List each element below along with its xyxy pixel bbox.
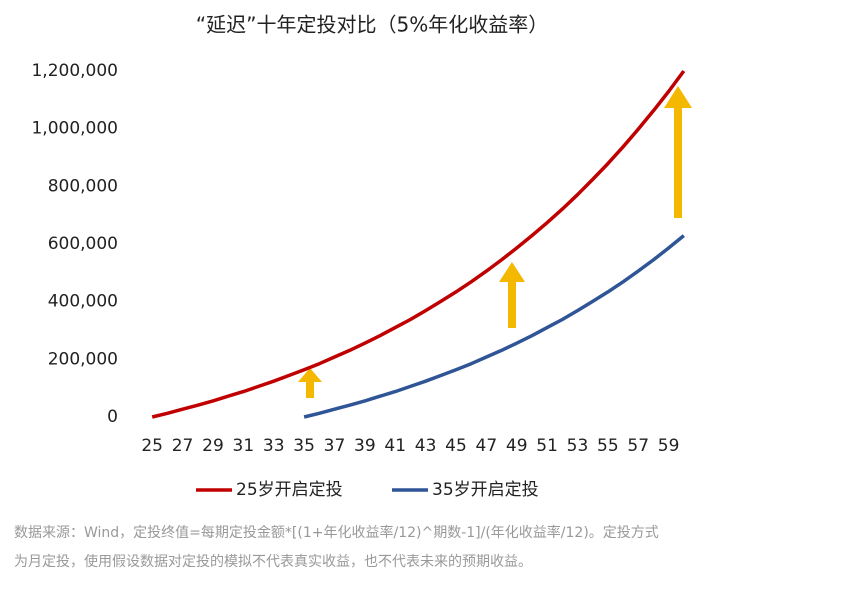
x-tick-label: 59 (658, 436, 680, 456)
x-tick-label: 39 (354, 436, 376, 456)
y-tick-label: 1,200,000 (31, 61, 118, 81)
x-tick-label: 57 (627, 436, 649, 456)
x-tick-label: 41 (384, 436, 406, 456)
x-tick-label: 27 (172, 436, 194, 456)
x-tick-label: 33 (263, 436, 285, 456)
x-tick-label: 25 (141, 436, 163, 456)
legend-label: 25岁开启定投 (236, 480, 343, 500)
y-tick-label: 600,000 (48, 234, 118, 254)
x-tick-label: 47 (476, 436, 498, 456)
legend-label: 35岁开启定投 (432, 480, 539, 500)
y-tick-label: 200,000 (48, 349, 118, 369)
footnote: 为月定投，使用假设数据对定投的模拟不代表真实收益，也不代表未来的预期收益。 (14, 553, 532, 570)
x-tick-label: 35 (293, 436, 315, 456)
y-tick-label: 400,000 (48, 292, 118, 312)
x-tick-label: 29 (202, 436, 224, 456)
x-tick-label: 53 (567, 436, 589, 456)
x-tick-label: 43 (415, 436, 437, 456)
chart-title: “延迟”十年定投对比（5%年化收益率） (196, 13, 548, 37)
x-tick-label: 31 (233, 436, 255, 456)
annotation-arrows (298, 86, 692, 398)
x-tick-label: 37 (324, 436, 346, 456)
x-tick-label: 49 (506, 436, 528, 456)
x-tick-label: 55 (597, 436, 619, 456)
x-tick-label: 51 (536, 436, 558, 456)
arrow (499, 262, 525, 328)
arrow (298, 368, 322, 398)
y-tick-label: 800,000 (48, 176, 118, 196)
series-line (303, 234, 685, 419)
x-tick-label: 45 (445, 436, 467, 456)
series-line (151, 69, 686, 419)
y-tick-label: 1,000,000 (31, 119, 118, 139)
footnote: 数据来源：Wind，定投终值=每期定投金额*[(1+年化收益率/12)^期数-1… (14, 524, 659, 541)
arrow (664, 86, 692, 218)
y-tick-label: 0 (107, 407, 118, 427)
